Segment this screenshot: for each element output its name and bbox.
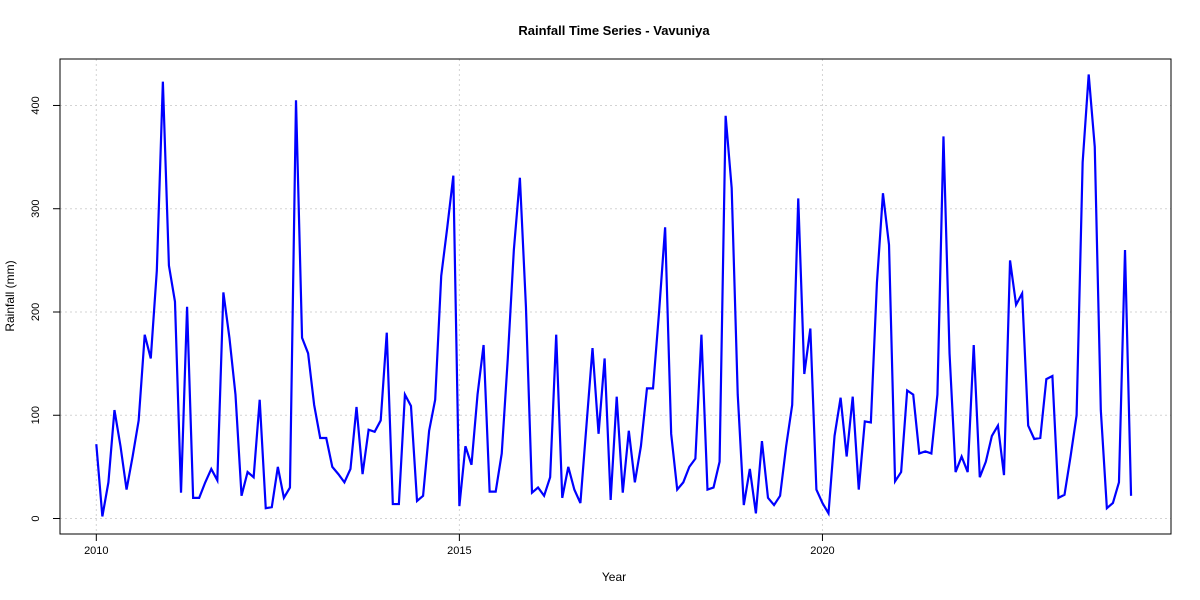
x-tick-label: 2010 — [84, 545, 108, 557]
chart-title: Rainfall Time Series - Vavuniya — [518, 23, 710, 38]
x-tick-label: 2020 — [810, 545, 834, 557]
x-axis-label: Year — [602, 570, 626, 584]
y-axis: 0 100 200 300 400 — [30, 96, 61, 522]
y-tick-label: 300 — [30, 200, 42, 218]
y-tick-label: 200 — [30, 303, 42, 321]
y-axis-label: Rainfall (mm) — [3, 260, 17, 331]
y-tick-label: 400 — [30, 96, 42, 114]
data-series — [95, 74, 1133, 517]
y-tick-label: 0 — [30, 515, 42, 521]
y-tick-label: 100 — [30, 406, 42, 424]
rainfall-series-line — [95, 74, 1133, 517]
x-tick-label: 2015 — [447, 545, 471, 557]
x-axis: 2010 2015 2020 — [84, 533, 835, 557]
